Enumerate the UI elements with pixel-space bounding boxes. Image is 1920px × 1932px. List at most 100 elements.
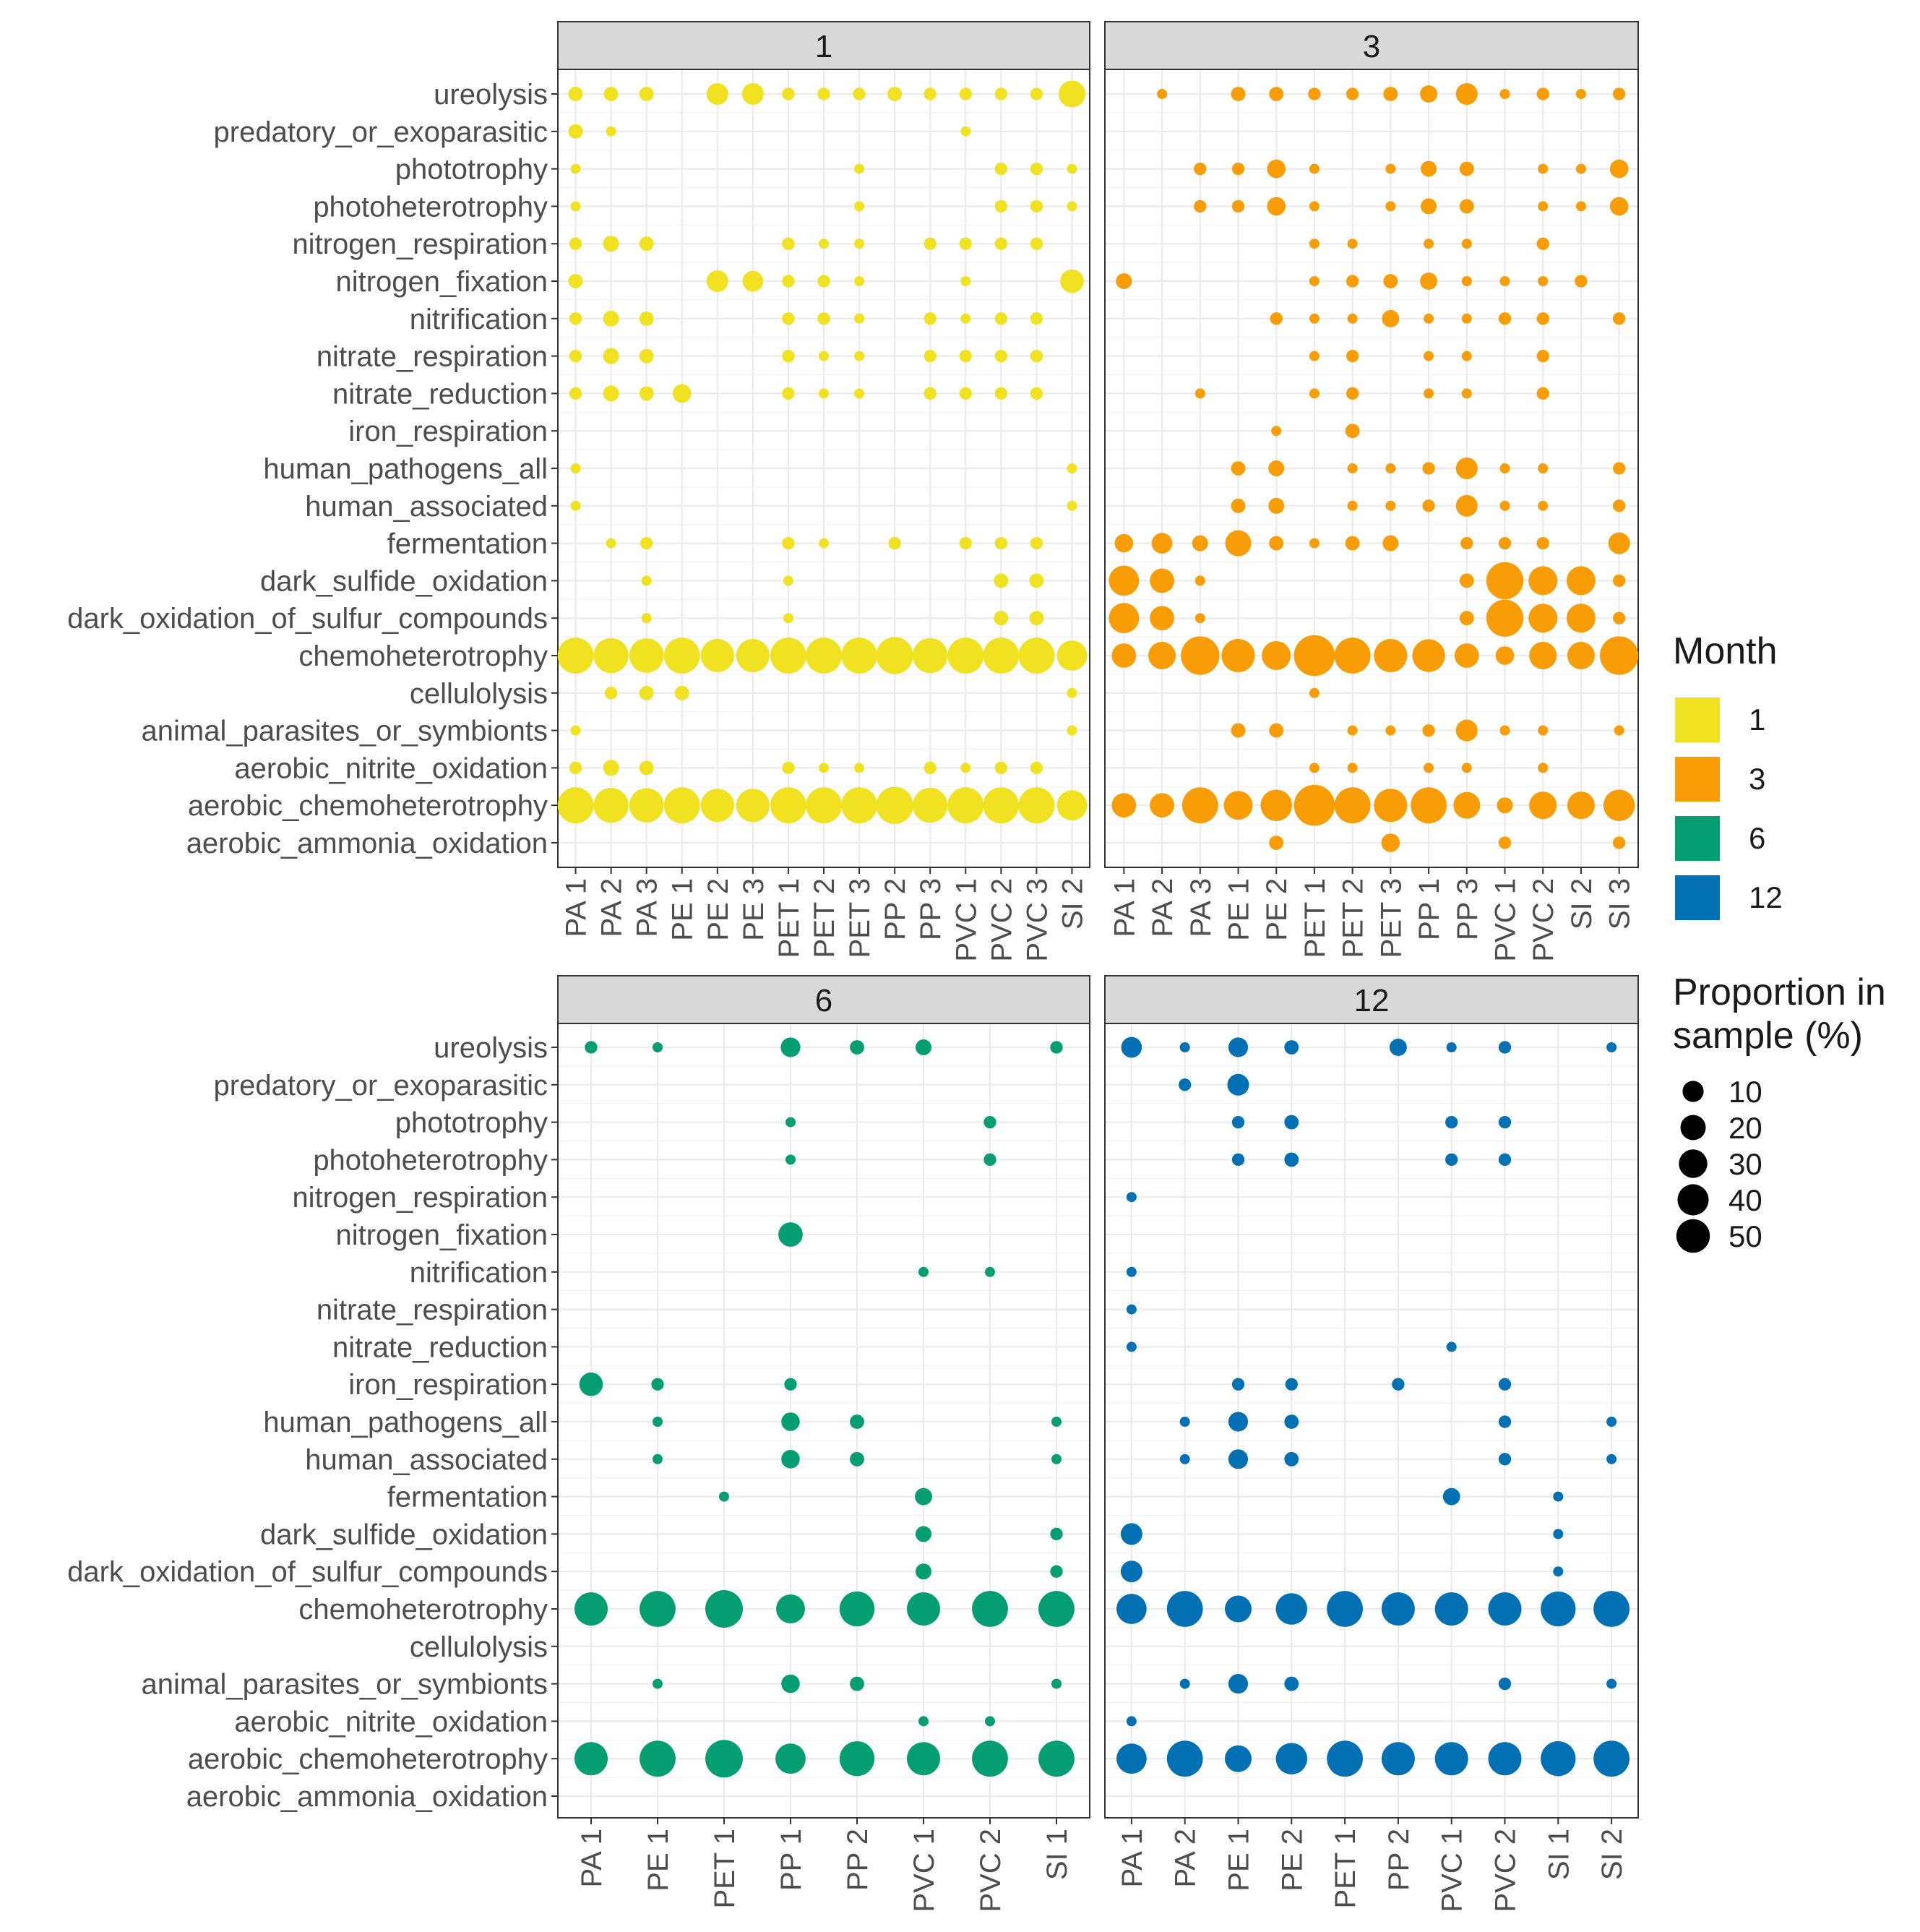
data-point: [1262, 641, 1291, 670]
data-point: [1231, 87, 1246, 101]
facet-panel-12: 12 PA 1 PA 2 PE 1 PE 2 PET 1 PP 2 PVC 1 PVC 2 SI …: [1104, 975, 1639, 1912]
data-point: [1030, 199, 1043, 213]
data-point: [888, 536, 901, 550]
x-tick-label: PA 1: [1108, 878, 1140, 937]
data-point: [1038, 1591, 1075, 1627]
data-point: [1434, 1592, 1468, 1626]
y-tick-label: nitrogen_respiration: [292, 1182, 548, 1214]
legend-size-label: 50: [1729, 1219, 1762, 1253]
data-point: [841, 637, 877, 674]
x-tick-label: PET 2: [1338, 878, 1369, 958]
data-point: [1612, 462, 1626, 475]
data-point: [1284, 1414, 1299, 1429]
y-tick-label: dark_oxidation_of_sulfur_compounds: [67, 603, 548, 635]
data-point: [1347, 313, 1358, 324]
data-point: [913, 637, 948, 674]
data-point: [907, 1742, 940, 1776]
data-point: [1067, 687, 1077, 698]
data-point: [1498, 1115, 1512, 1129]
data-point: [1498, 836, 1512, 849]
data-point: [629, 788, 664, 823]
data-point: [1455, 719, 1478, 742]
data-point: [1538, 725, 1549, 736]
data-point: [1346, 275, 1359, 288]
data-point: [915, 1487, 932, 1506]
data-point: [1309, 276, 1320, 286]
y-tick-label: photoheterotrophy: [313, 1144, 548, 1176]
data-point: [1374, 639, 1408, 672]
data-point: [1541, 1741, 1576, 1777]
data-point: [1181, 636, 1220, 675]
data-point: [959, 387, 972, 400]
data-point: [1445, 1153, 1458, 1167]
x-tick-label: PP 2: [1383, 1829, 1415, 1891]
data-point: [782, 387, 795, 400]
data-point: [1309, 538, 1320, 549]
x-tick-label: PE 2: [1261, 878, 1293, 941]
data-point: [853, 87, 866, 100]
data-point: [1126, 1266, 1137, 1277]
y-tick-label: aerobic_nitrite_oxidation: [234, 752, 548, 784]
data-point: [1498, 1041, 1512, 1054]
data-point: [1275, 1593, 1308, 1625]
legend-size-label: 10: [1729, 1075, 1762, 1109]
data-point: [1309, 388, 1320, 399]
data-point: [1422, 724, 1435, 737]
data-point: [994, 87, 1007, 100]
x-tick-label: PVC 2: [975, 1829, 1007, 1912]
x-tick-label: PP 2: [842, 1829, 874, 1891]
data-point: [839, 1591, 875, 1627]
x-tick-label: PVC 2: [1490, 1829, 1522, 1912]
data-point: [1346, 387, 1359, 400]
data-point: [1231, 1153, 1245, 1167]
data-point: [1228, 1037, 1249, 1057]
data-point: [1334, 637, 1371, 674]
data-point: [570, 725, 581, 736]
data-point: [1455, 458, 1478, 479]
data-point: [1056, 790, 1088, 821]
data-point: [1499, 463, 1510, 473]
data-point: [1056, 640, 1088, 671]
y-tick-label: aerobic_ammonia_oxidation: [186, 1781, 548, 1813]
data-point: [641, 613, 652, 624]
legend-month-keys: 1 3 6 12: [1675, 697, 1783, 920]
x-tick-label: PP 3: [1452, 878, 1484, 940]
legend-month-swatch: [1675, 875, 1720, 920]
data-point: [1050, 1041, 1063, 1054]
data-point: [1111, 643, 1137, 668]
data-point: [568, 124, 583, 139]
data-point: [1421, 198, 1437, 215]
data-point: [913, 788, 948, 823]
panel-border: [557, 1023, 1090, 1819]
data-point: [1269, 87, 1284, 101]
data-point: [1382, 309, 1400, 327]
data-point: [741, 83, 764, 105]
data-point: [782, 237, 795, 250]
x-tick-label: PA 1: [1116, 1829, 1148, 1888]
data-point: [959, 349, 972, 363]
y-tick-label: nitrate_respiration: [317, 1295, 548, 1326]
x-tick-label: PP 2: [879, 878, 911, 940]
data-point: [1612, 574, 1626, 588]
data-point: [1381, 1592, 1415, 1626]
data-point: [1536, 312, 1549, 325]
legend-size-label: 30: [1729, 1147, 1762, 1181]
data-point: [1411, 787, 1447, 824]
x-tick-label: PA 3: [1185, 878, 1217, 937]
legend-size-label: 40: [1729, 1183, 1762, 1217]
x-tick-label: SI 2: [1566, 878, 1598, 929]
data-point: [606, 126, 616, 137]
data-point: [1018, 637, 1055, 674]
data-point: [1536, 349, 1549, 363]
x-tick-label: PET 3: [844, 878, 876, 958]
data-point: [819, 538, 829, 549]
data-point: [1345, 424, 1360, 439]
data-point: [1228, 1449, 1249, 1469]
data-point: [568, 274, 583, 288]
data-point: [1498, 1677, 1512, 1691]
data-point: [994, 761, 1007, 775]
data-point: [1194, 613, 1205, 624]
data-point: [1111, 793, 1137, 818]
